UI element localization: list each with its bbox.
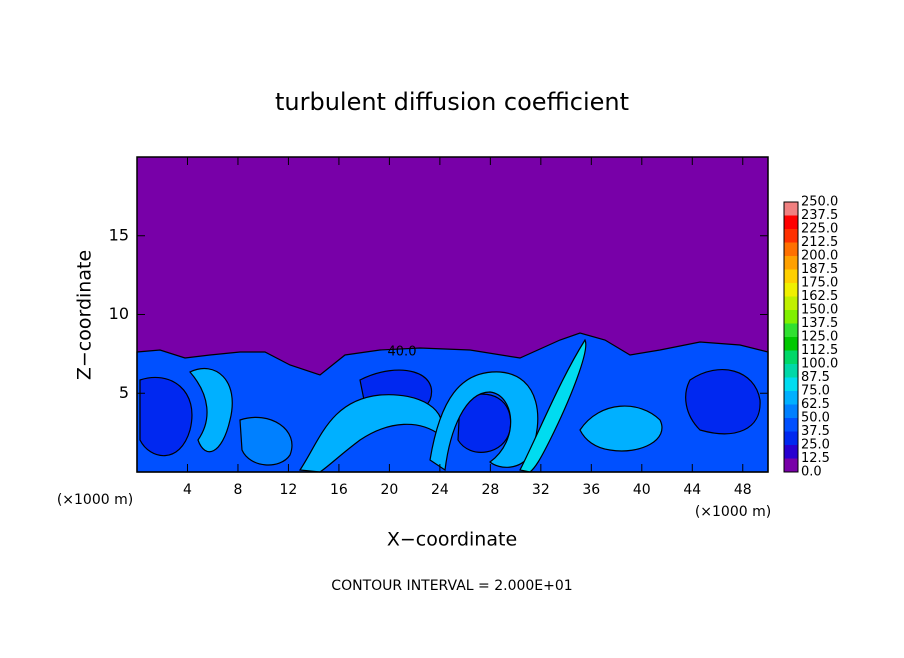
colorbar-label: 37.5	[801, 424, 830, 439]
colorbar-swatch	[784, 350, 798, 364]
colorbar-swatch	[784, 445, 798, 459]
colorbar-label: 137.5	[801, 316, 838, 331]
colorbar-label: 75.0	[801, 384, 830, 399]
layer-region	[239, 416, 293, 466]
colorbar-label: 212.5	[801, 235, 838, 250]
y-tick-label: 5	[119, 383, 129, 402]
layer-region	[429, 371, 539, 472]
colorbar-swatch	[784, 418, 798, 432]
x-tick-label: 32	[532, 482, 550, 498]
colorbar-swatch	[784, 323, 798, 337]
colorbar-label: 100.0	[801, 357, 838, 372]
y-unit: (×1000 m)	[57, 492, 133, 508]
x-tick-label: 4	[183, 482, 192, 498]
x-tick-label: 8	[233, 482, 242, 498]
colorbar-swatch	[784, 229, 798, 243]
colorbar-swatch	[784, 242, 798, 256]
x-tick-label: 36	[582, 482, 600, 498]
colorbar-label: 175.0	[801, 276, 838, 291]
layer-region	[519, 338, 587, 473]
colorbar-swatch	[784, 202, 798, 216]
layer-region	[189, 367, 233, 453]
colorbar-label: 12.5	[801, 451, 830, 466]
colorbar-swatch	[784, 364, 798, 378]
colorbar-swatch	[784, 256, 798, 270]
layer-region	[685, 369, 761, 435]
colorbar-swatch	[784, 391, 798, 405]
colorbar-label: 200.0	[801, 249, 838, 264]
colorbar-label: 150.0	[801, 303, 838, 318]
colorbar-label: 25.0	[801, 438, 830, 453]
colorbar-label: 237.5	[801, 208, 838, 223]
colorbar-swatch	[784, 310, 798, 324]
colorbar-label: 87.5	[801, 370, 830, 385]
x-tick-label: 44	[683, 482, 701, 498]
x-tick-label: 28	[481, 482, 499, 498]
y-axis-label: Z−coordinate	[74, 250, 96, 380]
colorbar-swatch	[784, 404, 798, 418]
turbulent-layer	[136, 332, 769, 473]
colorbar-swatch	[784, 337, 798, 351]
layer-region	[579, 405, 663, 452]
colorbar-label: 187.5	[801, 262, 838, 277]
x-tick-label: 24	[431, 482, 449, 498]
x-tick-label: 40	[633, 482, 651, 498]
y-tick-label: 15	[109, 225, 129, 244]
colorbar-label: 125.0	[801, 330, 838, 345]
colorbar-label: 0.0	[801, 465, 822, 480]
colorbar-swatch	[784, 269, 798, 283]
colorbar-label: 112.5	[801, 343, 838, 358]
colorbar-swatch	[784, 458, 798, 472]
y-tick-label: 10	[109, 304, 129, 323]
colorbar-label: 225.0	[801, 222, 838, 237]
footer-note: CONTOUR INTERVAL = 2.000E+01	[331, 578, 572, 594]
colorbar-swatch	[784, 283, 798, 297]
x-axis-label: X−coordinate	[387, 529, 517, 551]
chart-title: turbulent diffusion coefficient	[275, 88, 629, 116]
colorbar-swatch	[784, 377, 798, 391]
colorbar-swatch	[784, 296, 798, 310]
colorbar-label: 162.5	[801, 289, 838, 304]
x-tick-label: 48	[734, 482, 752, 498]
x-unit: (×1000 m)	[695, 504, 771, 520]
layer-region	[139, 376, 193, 457]
colorbar-label: 62.5	[801, 397, 830, 412]
x-tick-label: 20	[380, 482, 398, 498]
contour-label: 40.0	[388, 345, 417, 360]
colorbar-label: 250.0	[801, 195, 838, 210]
x-tick-label: 12	[280, 482, 298, 498]
x-tick-label: 16	[330, 482, 348, 498]
colorbar-label: 50.0	[801, 411, 830, 426]
colorbar-swatch	[784, 215, 798, 229]
colorbar-frame	[783, 201, 799, 473]
colorbar-swatch	[784, 431, 798, 445]
